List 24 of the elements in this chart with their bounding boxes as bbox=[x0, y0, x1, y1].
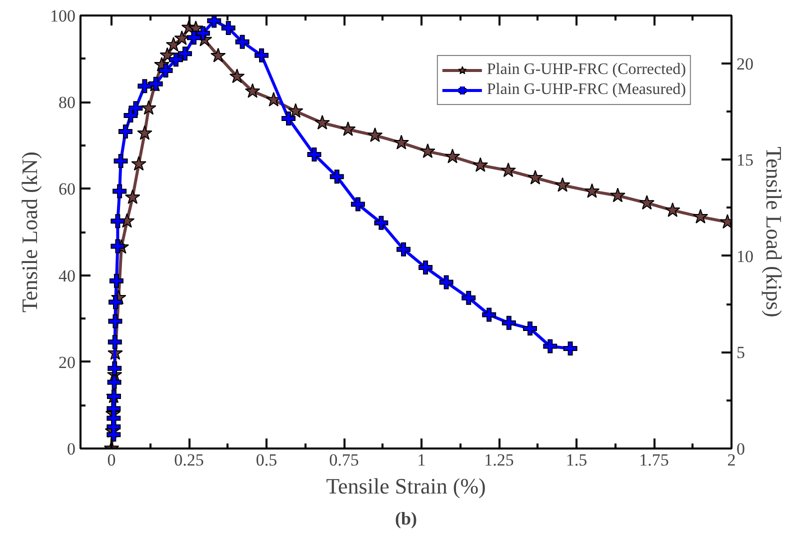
x-tick-label: 1.5 bbox=[566, 450, 588, 470]
legend-label: Plain G-UHP-FRC (Corrected) bbox=[486, 61, 686, 79]
x-tick-label: 1.75 bbox=[639, 450, 669, 470]
y-tick-label: 60 bbox=[58, 180, 76, 199]
y2-tick-label: 20 bbox=[736, 54, 754, 74]
y2-tick-label: 5 bbox=[736, 343, 745, 362]
x-tick-label: 2 bbox=[727, 450, 736, 470]
y-tick-label: 20 bbox=[58, 352, 76, 372]
x-tick-label: 0 bbox=[107, 450, 116, 470]
x-tick-label: 0.25 bbox=[174, 450, 204, 470]
text: (b) bbox=[395, 508, 418, 528]
x-tick-label: 1 bbox=[417, 450, 426, 470]
y2-tick-label: 10 bbox=[736, 246, 754, 266]
x-tick-label: 0.75 bbox=[329, 450, 359, 470]
y-tick-label: 80 bbox=[58, 93, 76, 112]
y-axis-title: Tensile Load (kN) bbox=[17, 152, 42, 312]
legend-label: Plain G-UHP-FRC (Measured) bbox=[486, 81, 686, 99]
x-tick-label: 0.5 bbox=[256, 450, 278, 470]
y-tick-label: 40 bbox=[58, 266, 76, 286]
x-axis-title: Tensile Strain (%) bbox=[326, 474, 486, 498]
y2-axis-title: Tensile Load (kips) bbox=[762, 146, 786, 318]
x-tick-label: 1.25 bbox=[484, 450, 514, 470]
y2-tick-label: 15 bbox=[736, 150, 754, 170]
y-tick-label: 100 bbox=[50, 6, 76, 26]
